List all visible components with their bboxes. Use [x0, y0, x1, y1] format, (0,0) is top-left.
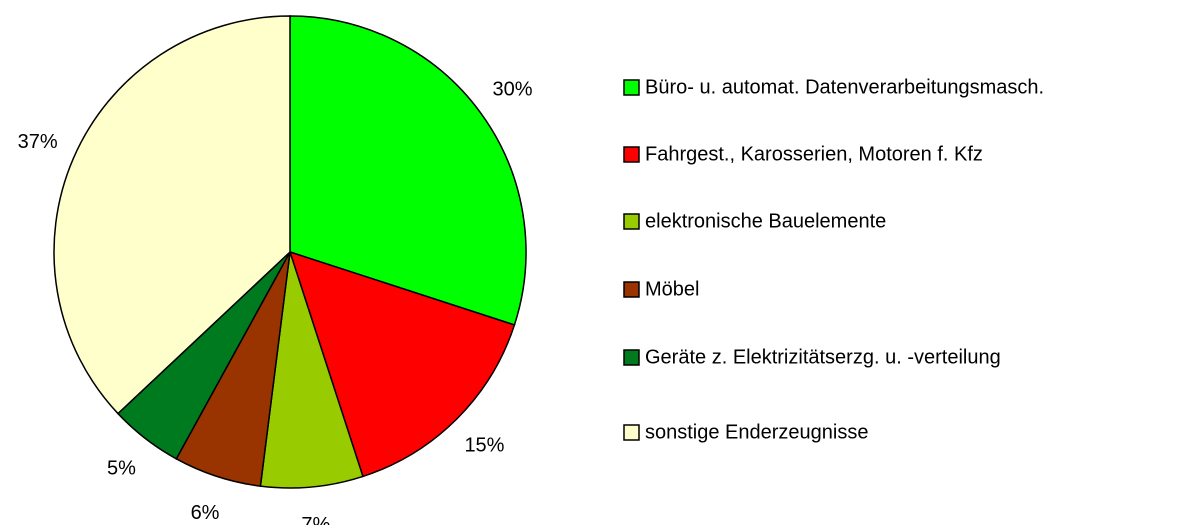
data-label: 6% — [191, 502, 220, 524]
legend-swatch — [623, 146, 640, 163]
legend-swatch — [623, 213, 640, 230]
legend-label: elektronische Bauelemente — [645, 210, 886, 232]
data-label: 30% — [492, 79, 532, 101]
legend-swatch — [623, 349, 640, 366]
legend-label: Möbel — [645, 278, 699, 300]
legend-label: Geräte z. Elektrizitätserzg. u. -verteil… — [645, 346, 1001, 368]
data-label: 37% — [18, 131, 58, 153]
legend-label: sonstige Enderzeugnisse — [645, 421, 868, 443]
legend-label: Büro- u. automat. Datenverarbeitungsmasc… — [645, 76, 1044, 98]
legend-swatch — [623, 424, 640, 441]
pie-slice — [259, 251, 364, 489]
pie-slice — [288, 250, 516, 478]
legend-swatch — [623, 281, 640, 298]
data-label: 5% — [107, 458, 136, 480]
legend-swatch — [623, 79, 640, 96]
pie-slice — [289, 15, 527, 326]
pie-slice — [53, 15, 291, 415]
legend-label: Fahrgest., Karosserien, Motoren f. Kfz — [645, 143, 983, 165]
data-label: 15% — [464, 435, 504, 457]
data-label: 7% — [301, 514, 330, 525]
